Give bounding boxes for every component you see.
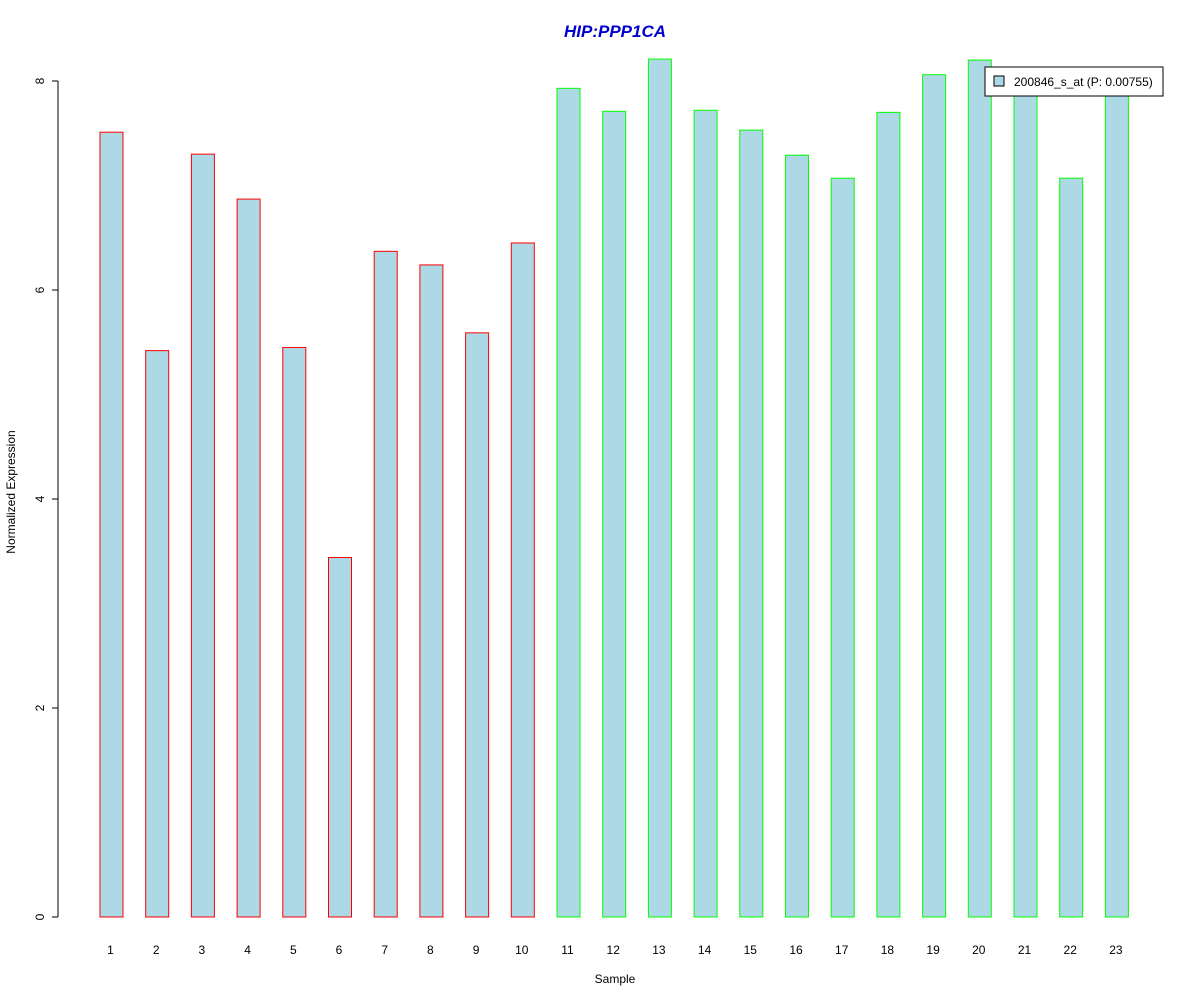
bar-sample-18 [876,111,901,918]
x-tick-label: 13 [652,943,666,957]
y-tick-label: 6 [33,286,47,293]
y-axis-title: Normalized Expression [4,430,18,553]
x-tick-label: 12 [607,943,621,957]
bar-sample-1 [99,131,124,918]
bar-sample-21 [1013,85,1038,918]
bar-sample-6 [328,557,352,918]
x-tick-label: 15 [744,943,758,957]
x-tick-label: 9 [473,943,480,957]
x-tick-label: 3 [199,943,206,957]
x-tick-label: 14 [698,943,712,957]
bar-sample-22 [1059,177,1084,918]
bar-sample-17 [830,177,855,918]
x-tick-label: 8 [427,943,434,957]
y-tick-label: 4 [33,495,47,502]
bar-sample-15 [739,129,764,918]
bar-sample-11 [556,87,581,918]
bar-sample-3 [190,153,215,918]
x-tick-label: 6 [336,943,343,957]
bar-sample-12 [602,110,627,918]
legend: 200846_s_at (P: 0.00755) [984,66,1164,97]
x-tick-label: 11 [561,943,574,957]
bar-sample-13 [647,58,672,918]
y-tick-label: 8 [33,77,47,84]
x-tick-label: 16 [789,943,803,957]
bar-sample-19 [922,74,947,918]
x-tick-label: 18 [881,943,895,957]
x-tick-label: 1 [107,943,114,957]
y-axis: 0 2 4 6 8 [33,77,59,920]
x-tick-labels: 1 2 3 4 5 6 7 8 9 10 11 12 13 14 15 16 17 18 19 20 21 22 23 [107,943,1123,957]
x-tick-label: 22 [1064,943,1078,957]
x-tick-label: 5 [290,943,297,957]
bar-sample-16 [785,154,809,918]
bar-sample-7 [373,250,398,918]
legend-swatch [993,75,1005,87]
bars-group [99,58,1129,918]
legend-label: 200846_s_at (P: 0.00755) [1014,75,1153,89]
x-tick-label: 21 [1018,943,1032,957]
x-tick-label: 23 [1109,943,1123,957]
bar-sample-8 [419,264,444,918]
x-axis-title: Sample [595,972,636,986]
x-tick-label: 4 [244,943,251,957]
bar-sample-9 [465,332,490,918]
bar-sample-10 [510,242,535,918]
y-tick-label: 2 [33,704,47,711]
bar-sample-23 [1104,89,1129,918]
bar-sample-14 [693,109,718,918]
legend-box [984,66,1164,97]
chart-title: HIP:PPP1CA [564,22,666,41]
x-tick-label: 10 [515,943,529,957]
x-tick-label: 7 [381,943,388,957]
bar-sample-20 [967,59,992,918]
bar-sample-4 [236,198,261,918]
bar-sample-2 [145,350,170,918]
bar-sample-5 [282,346,307,918]
y-tick-label: 0 [33,913,47,920]
x-tick-label: 19 [926,943,940,957]
x-tick-label: 20 [972,943,986,957]
x-tick-label: 2 [153,943,160,957]
x-tick-label: 17 [835,943,849,957]
